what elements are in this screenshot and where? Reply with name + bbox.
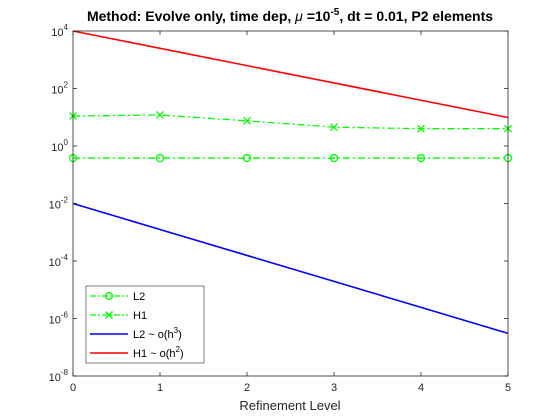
title-prefix: Method: Evolve only, time dep, [87, 8, 295, 24]
legend-item-l2: L2 [90, 291, 145, 303]
y-tick-label: 10-2 [49, 196, 69, 212]
y-tick-base: 10 [51, 27, 63, 39]
y-tick-base: 10 [49, 257, 61, 269]
series-h1-o-h2 [72, 30, 509, 119]
x-axis-label: Refinement Level [239, 398, 340, 413]
series-l2-o-h3 [72, 202, 509, 335]
legend-marker [104, 291, 114, 301]
data-point [156, 111, 164, 119]
title-mu-text: =10 [303, 8, 331, 24]
data-point [416, 153, 426, 163]
x-tick-label: 2 [244, 382, 250, 394]
y-tick-base: 10 [51, 142, 63, 154]
y-tick-base: 10 [51, 85, 63, 97]
data-point [155, 153, 165, 163]
data-point [242, 153, 252, 163]
x-tick-label: 4 [418, 382, 424, 394]
title-mu-symbol: μ [294, 8, 303, 24]
series-line-h1-o-h2 [72, 30, 509, 119]
x-tick-label: 0 [70, 382, 76, 394]
y-tick-exponent: -2 [61, 196, 69, 205]
y-tick-base: 10 [49, 372, 61, 384]
legend-label: L2 ~ o(h3) [133, 326, 182, 341]
y-tick-label: 104 [51, 23, 68, 39]
title-suffix: , dt = 0.01, P2 elements [339, 8, 493, 24]
data-point [330, 123, 338, 132]
legend-label: H1 ~ o(h2) [133, 345, 184, 360]
x-tick-label: 3 [331, 382, 337, 394]
series-line-l2-o-h3 [72, 202, 509, 335]
x-tick-label: 5 [505, 382, 511, 394]
y-tick-label: 10-8 [49, 368, 69, 384]
y-tick-exponent: -6 [61, 311, 69, 320]
title-mu-exp: -5 [330, 7, 339, 18]
y-tick-exponent: -4 [61, 253, 69, 262]
legend-label: H1 [133, 310, 147, 322]
y-tick-label: 100 [51, 138, 68, 154]
series-line-h1 [72, 114, 508, 130]
x-axis: 0 1 2 3 4 5 [70, 31, 511, 394]
data-point [329, 153, 339, 163]
legend-label: L2 [133, 291, 145, 303]
y-tick-base: 10 [49, 315, 61, 327]
legend-item-h1: H1 [90, 310, 147, 322]
legend-item-h1-o-h2: H1 ~ o(h2) [90, 345, 184, 360]
y-tick-label: 10-6 [49, 311, 69, 327]
data-point [243, 116, 251, 125]
legend: L2 H1 L2 ~ o(h3) H1 ~ o(h2) [85, 285, 205, 364]
legend-box [85, 285, 205, 364]
y-tick-exponent: 2 [64, 81, 69, 90]
y-tick-label: 102 [51, 81, 68, 97]
legend-items: L2 H1 L2 ~ o(h3) H1 ~ o(h2) [90, 291, 184, 360]
y-tick-exponent: 0 [64, 138, 69, 147]
legend-marker [105, 311, 113, 319]
chart-title: Method: Evolve only, time dep, μ =10-5, … [87, 7, 493, 24]
legend-item-l2-o-h3: L2 ~ o(h3) [90, 326, 182, 341]
y-tick-exponent: 4 [64, 23, 69, 32]
data-point [417, 124, 425, 133]
y-tick-base: 10 [49, 200, 61, 212]
y-tick-exponent: -8 [61, 368, 69, 377]
y-tick-label: 10-4 [49, 253, 69, 269]
x-tick-label: 1 [157, 382, 163, 394]
